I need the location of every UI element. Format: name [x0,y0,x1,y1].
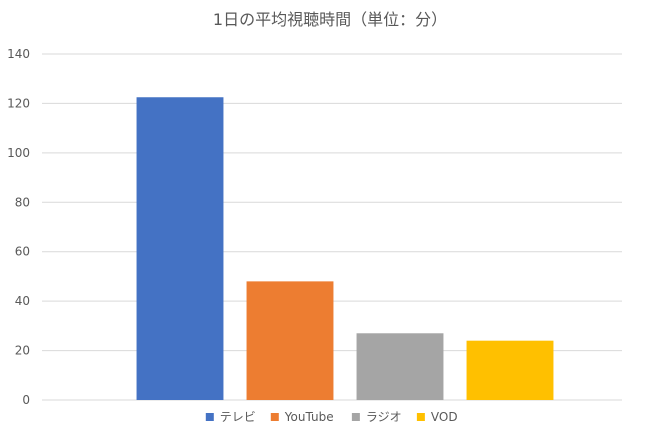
bar-1 [136,97,224,400]
y-tick-label: 80 [15,195,30,209]
bar-3 [356,333,444,400]
legend-label: テレビ [220,410,256,424]
chart-title: 1日の平均視聴時間（単位：分） [213,10,447,29]
legend-label: VOD [431,410,458,424]
y-tick-label: 60 [15,245,30,259]
legend-label: ラジオ [366,410,402,424]
bar-2 [246,281,334,400]
y-tick-label: 40 [15,294,30,308]
bars [136,97,554,400]
bar-4 [466,340,554,400]
legend-swatch [351,413,360,421]
legend-swatch [205,413,214,421]
legend-label: YouTube [284,410,334,424]
y-tick-label: 100 [7,146,30,160]
y-tick-label: 20 [15,344,30,358]
legend: テレビ YouTube ラジオ VOD [205,410,458,424]
y-tick-label: 140 [7,47,30,61]
y-tick-label: 120 [7,96,30,110]
y-tick-label: 0 [22,393,30,407]
y-axis-ticks: 0 20 40 60 80 100 120 140 [7,47,30,407]
legend-swatch [416,413,425,421]
legend-swatch [270,413,279,421]
